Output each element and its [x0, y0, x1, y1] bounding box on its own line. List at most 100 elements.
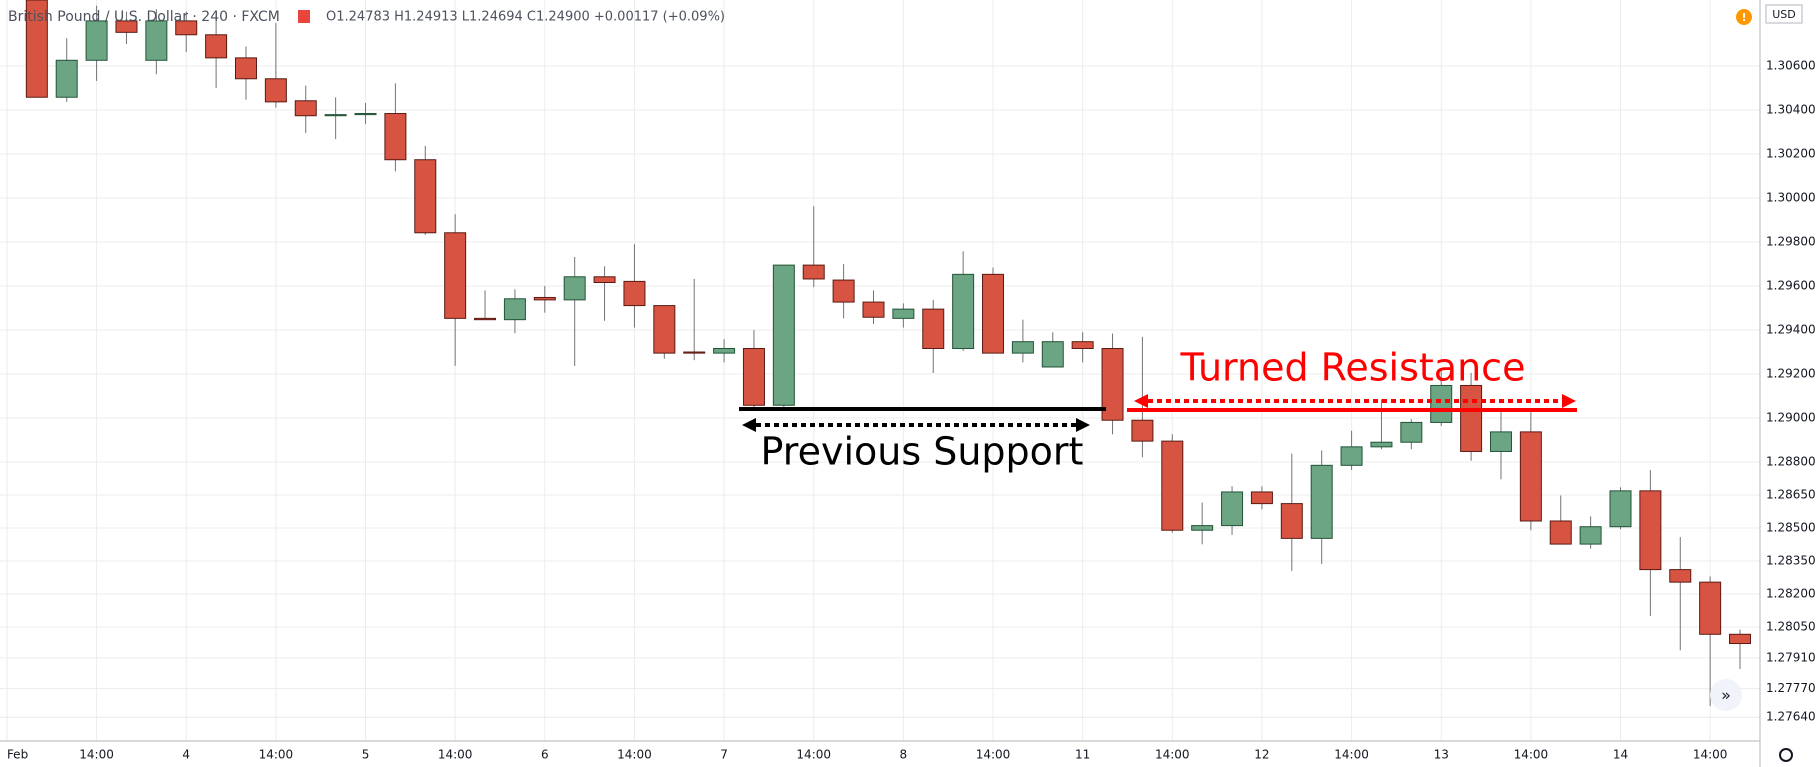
up-candle-body: [1041, 341, 1064, 368]
up-candle-body: [354, 113, 377, 116]
alert-icon-mark: !: [1741, 11, 1746, 24]
y-tick-label: 1.27770: [1766, 681, 1816, 695]
up-candle-body: [563, 276, 586, 301]
down-candle-body: [653, 305, 676, 354]
y-tick-label: 1.27640: [1766, 710, 1816, 724]
down-candle-body: [1280, 503, 1303, 539]
down-candle-body: [742, 347, 765, 406]
down-candle-body: [1460, 384, 1483, 452]
x-tick-label: 14:00: [1155, 748, 1190, 762]
y-tick-label: 1.29800: [1766, 235, 1816, 249]
down-candle-body: [593, 276, 616, 283]
down-candle-body: [862, 301, 885, 318]
scroll-button[interactable]: [1710, 679, 1742, 711]
x-tick-label: 14:00: [1514, 748, 1549, 762]
up-candle-body: [503, 298, 526, 321]
up-candle-body: [1430, 384, 1453, 423]
down-candle-body: [802, 264, 825, 280]
ohlc-legend: O1.24783 H1.24913 L1.24694 C1.24900 +0.0…: [326, 10, 725, 25]
down-candle-body: [25, 0, 48, 98]
down-candle-body: [234, 57, 257, 80]
down-candle-body: [982, 273, 1005, 354]
scroll-button-icon: »: [1721, 686, 1731, 705]
arrow-head: [742, 418, 756, 432]
x-tick-label: 14:00: [259, 748, 294, 762]
annotation: Previous Support: [761, 430, 1084, 474]
down-candle-body: [474, 317, 497, 321]
x-tick-label: 14:00: [617, 748, 652, 762]
down-candle-body: [175, 20, 198, 36]
x-tick-label: 12: [1254, 748, 1269, 762]
up-candle-body: [85, 20, 108, 61]
y-tick-label: 1.28500: [1766, 521, 1816, 535]
x-tick-label: 7: [720, 748, 728, 762]
down-candle-body: [1161, 440, 1184, 531]
down-candle-body: [205, 34, 228, 59]
x-tick-label: 14: [1613, 748, 1628, 762]
y-tick-label: 1.28050: [1766, 620, 1816, 634]
y-tick-label: 1.29000: [1766, 411, 1816, 425]
x-tick-label: Feb: [7, 748, 28, 762]
up-candle-body: [1310, 464, 1333, 539]
up-candle-body: [1221, 491, 1244, 527]
flag-icon[interactable]: [298, 10, 310, 23]
down-candle-body: [1071, 341, 1094, 349]
up-candle-body: [1489, 431, 1512, 452]
y-tick-label: 1.29200: [1766, 367, 1816, 381]
down-candle-body: [922, 308, 945, 349]
down-candle-body: [1699, 581, 1722, 635]
symbol-title: British Pound / U.S. Dollar · 240 · FXCM: [8, 9, 280, 25]
up-candle-body: [1400, 421, 1423, 443]
x-tick-label: 4: [182, 748, 190, 762]
arrow-head: [1134, 394, 1148, 408]
down-candle-body: [1729, 633, 1752, 645]
down-candle-body: [1549, 520, 1572, 545]
up-candle-body: [892, 308, 915, 319]
down-candle-body: [1519, 431, 1542, 522]
down-candle-body: [444, 232, 467, 319]
arrow-head: [1076, 418, 1090, 432]
down-candle-body: [683, 351, 706, 354]
x-tick-label: 14:00: [796, 748, 831, 762]
up-candle-body: [145, 20, 168, 61]
up-candle-body: [1011, 341, 1034, 354]
up-candle-body: [1609, 490, 1632, 528]
up-candle-body: [772, 264, 795, 406]
up-candle-body: [55, 59, 78, 98]
annotation: Turned Resistance: [1180, 346, 1526, 390]
x-tick-label: 14:00: [976, 748, 1011, 762]
down-candle-body: [832, 279, 855, 303]
x-tick-label: 8: [900, 748, 908, 762]
x-tick-label: 14:00: [438, 748, 473, 762]
x-tick-label: 6: [541, 748, 549, 762]
up-candle-body: [1370, 441, 1393, 448]
down-candle-body: [294, 100, 317, 117]
down-candle-body: [1101, 347, 1124, 421]
x-tick-label: 5: [362, 748, 370, 762]
alert-icon[interactable]: [1736, 9, 1752, 25]
y-tick-label: 1.29400: [1766, 323, 1816, 337]
up-candle-body: [952, 273, 975, 349]
y-tick-label: 1.30400: [1766, 103, 1816, 117]
down-candle-body: [414, 159, 437, 234]
down-candle-body: [384, 113, 407, 161]
down-candle-body: [115, 20, 138, 33]
up-candle-body: [324, 114, 347, 117]
y-tick-label: 1.28350: [1766, 554, 1816, 568]
down-candle-body: [623, 280, 646, 307]
down-candle-body: [1639, 490, 1662, 571]
axes: 1.30600 1.30400 1.30200 1.30000 1.29800 1.296…: [7, 59, 1816, 762]
settings-icon[interactable]: [1779, 748, 1793, 762]
candles: [25, 0, 1752, 707]
currency-label: USD: [1772, 8, 1796, 21]
up-candle-body: [1579, 526, 1602, 545]
down-candle-body: [1669, 569, 1692, 583]
y-tick-label: 1.28650: [1766, 488, 1816, 502]
x-tick-label: 13: [1434, 748, 1449, 762]
x-tick-label: 14:00: [1693, 748, 1728, 762]
currency-badge[interactable]: [1765, 4, 1803, 24]
x-tick-label: 14:00: [1334, 748, 1369, 762]
y-tick-label: 1.28200: [1766, 587, 1816, 601]
